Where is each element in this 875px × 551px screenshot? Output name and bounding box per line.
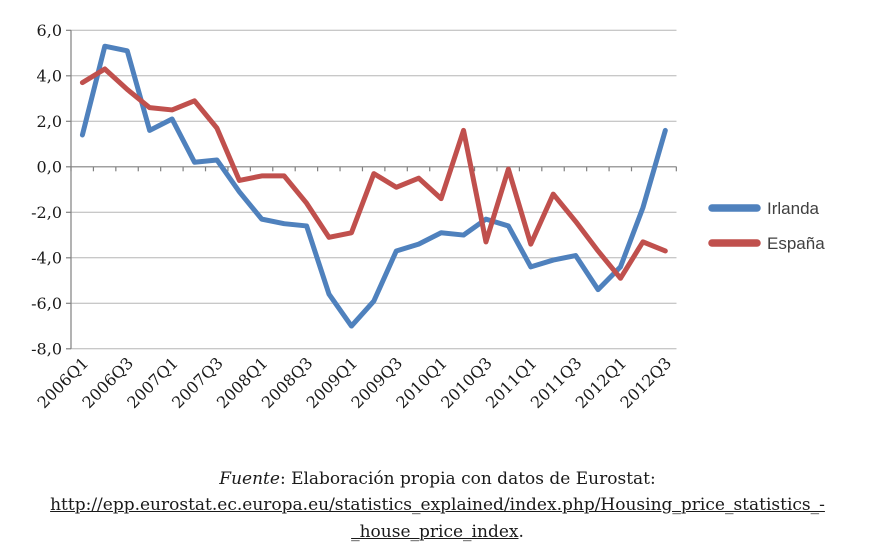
y-axis-label: -4,0 [31, 248, 62, 267]
caption-final-period: . [518, 521, 524, 542]
y-axis-label: -6,0 [31, 294, 62, 313]
y-axis-label: -8,0 [31, 339, 62, 358]
caption-source-text: : Elaboración propia con datos de Eurost… [279, 469, 656, 489]
y-axis-label: 0,0 [37, 157, 62, 176]
y-axis-label: 4,0 [37, 66, 62, 85]
chart-caption: Fuente: Elaboración propia con datos de … [0, 466, 875, 545]
line-chart: 6,04,02,00,0-2,0-4,0-6,0-8,02006Q12006Q3… [31, 21, 825, 412]
legend-label-irlanda: Irlanda [767, 199, 820, 218]
y-axis-label: 6,0 [37, 21, 62, 40]
source-url-link-line1[interactable]: http://epp.eurostat.ec.europa.eu/statist… [50, 495, 825, 516]
series-line-irlanda [79, 43, 668, 329]
caption-source-line: Fuente: Elaboración propia con datos de … [0, 466, 875, 492]
source-url-link-line2[interactable]: _house_price_index [351, 521, 519, 542]
caption-fuente-label: Fuente [219, 469, 280, 489]
y-axis-label: 2,0 [37, 112, 62, 131]
y-axis-label: -2,0 [31, 203, 62, 222]
series-line-espaa [79, 66, 668, 281]
legend-label-espaa: España [767, 234, 825, 253]
